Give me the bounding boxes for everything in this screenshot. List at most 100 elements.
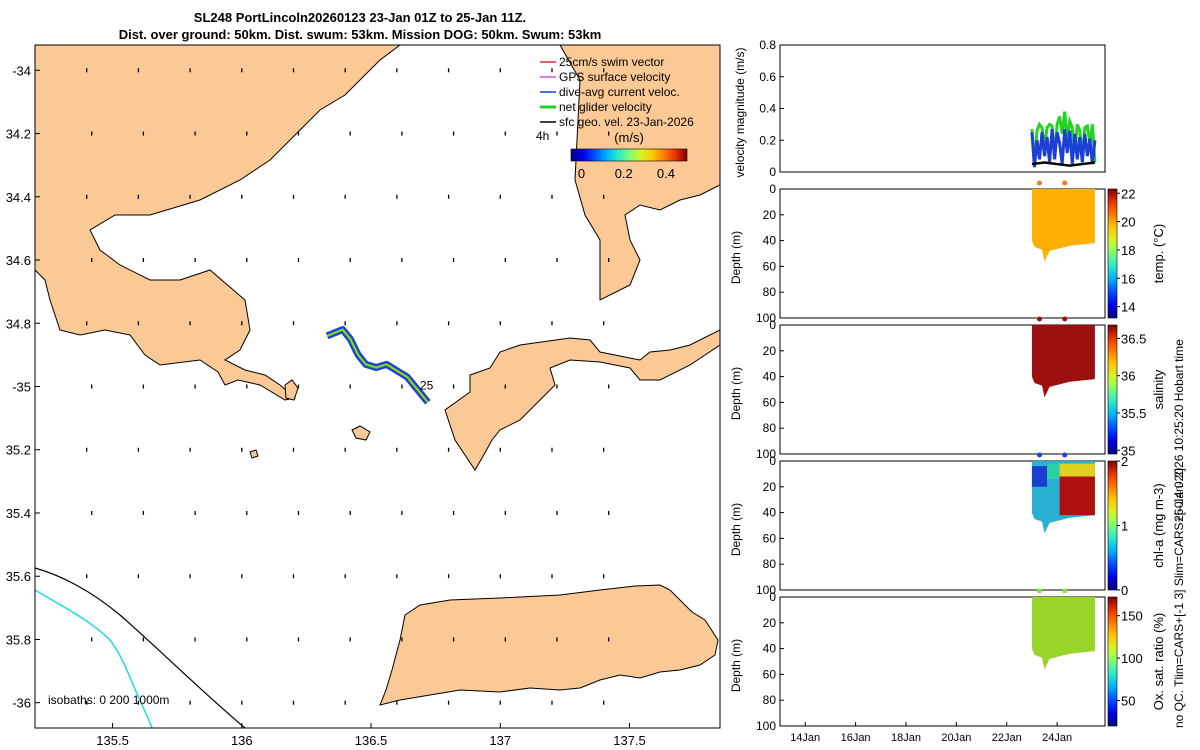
depth-tick-label: 40 <box>763 234 777 248</box>
map-x-tick-label: 136.5 <box>355 733 388 748</box>
profile-colorbar-tick-label: 36.5 <box>1121 331 1146 346</box>
map-x-tick-label: 135.5 <box>96 733 129 748</box>
profile-y-axis-label: Depth (m) <box>729 367 743 420</box>
colorbar-tick-label: 0.4 <box>657 166 675 181</box>
depth-tick-label: 80 <box>763 421 777 435</box>
map-y-tick-label: -35 <box>12 380 31 395</box>
profile-surface-dot <box>1062 588 1068 594</box>
colorbar-tick-label: 0.2 <box>615 166 633 181</box>
profile-colorbar-label: salinity <box>1151 369 1166 409</box>
profile-surface-dot <box>1036 316 1042 322</box>
profile-data-section <box>1031 597 1095 670</box>
depth-tick-label: 100 <box>756 447 776 461</box>
depth-tick-label: 20 <box>763 208 777 222</box>
colorbar-tick-label: 0 <box>578 166 585 181</box>
velocity-y-tick-label: 0.2 <box>759 133 776 147</box>
time-tick-label: 14Jan <box>790 732 820 744</box>
profile-colorbar-tick-label: 36 <box>1121 369 1135 384</box>
profile-colorbar-label: chl-a (mg m-3) <box>1151 483 1166 568</box>
map-y-tick-label: 34.4 <box>6 190 31 205</box>
profile-colorbar <box>1107 188 1118 319</box>
profile-colorbar-tick-label: 0 <box>1121 583 1128 598</box>
velocity-y-axis-label: velocity magnitude (m/s) <box>733 47 747 177</box>
legend-label: 25cm/s swim vector <box>559 55 664 69</box>
depth-tick-label: 100 <box>756 583 776 597</box>
isobath-200m <box>35 567 246 728</box>
profile-surface-dot <box>1036 180 1042 186</box>
time-tick-label: 24Jan <box>1042 732 1072 744</box>
depth-tick-label: 60 <box>763 395 777 409</box>
depth-tick-label: 80 <box>763 693 777 707</box>
profile-data-section <box>1031 325 1095 398</box>
depth-tick-label: 0 <box>769 590 776 604</box>
map-x-tick-label: 137 <box>489 733 511 748</box>
profile-colorbar-tick-label: 16 <box>1121 271 1135 286</box>
profile-y-axis-label: Depth (m) <box>729 503 743 556</box>
chl-low-patch <box>1031 466 1048 487</box>
chart-title-line1: SL248 PortLincoln20260123 23-Jan 01Z to … <box>193 10 527 25</box>
colorbar-title: (m/s) <box>614 130 644 145</box>
depth-tick-label: 80 <box>763 285 777 299</box>
time-tick-label: 22Jan <box>992 732 1022 744</box>
legend-label: dive-avg current veloc. <box>559 85 680 99</box>
velocity-series-line <box>1031 161 1096 167</box>
depth-tick-label: 40 <box>763 642 777 656</box>
profile-y-axis-label: Depth (m) <box>729 639 743 692</box>
chart-title-line2: Dist. over ground: 50km. Dist. swum: 53k… <box>118 27 602 42</box>
profile-surface-dot <box>1062 316 1068 322</box>
depth-tick-label: 100 <box>756 311 776 325</box>
north-coast-land <box>559 45 720 301</box>
depth-tick-label: 0 <box>769 454 776 468</box>
depth-tick-label: 40 <box>763 506 777 520</box>
profile-colorbar-tick-label: 150 <box>1121 609 1143 624</box>
profile-colorbar-tick-label: 1 <box>1121 519 1128 534</box>
chl-mid-patch <box>1047 463 1060 480</box>
velocity-y-tick-label: 0.4 <box>759 102 776 116</box>
legend-label: net glider velocity <box>559 100 652 114</box>
map-y-tick-label: 35.8 <box>6 632 31 647</box>
map-y-tick-label: -36 <box>12 696 31 711</box>
isobaths-label: isobaths: 0 200 1000m <box>48 693 169 707</box>
depth-tick-label: 40 <box>763 370 777 384</box>
map-y-tick-label: -34 <box>12 63 31 78</box>
chl-max-patch <box>1059 476 1095 516</box>
time-tick-label: 18Jan <box>891 732 921 744</box>
depth-tick-label: 20 <box>763 480 777 494</box>
map-y-tick-label: 35.4 <box>6 506 31 521</box>
profile-colorbar-tick-label: 100 <box>1121 651 1143 666</box>
map-y-tick-label: 35.6 <box>6 569 31 584</box>
glider-speed-colored-track <box>326 328 429 403</box>
depth-tick-label: 20 <box>763 616 777 630</box>
map-y-tick-label: 35.2 <box>6 443 31 458</box>
velocity-y-tick-label: 0 <box>769 165 776 179</box>
qc-limits-label: no QC. Tlim=CARS+[-1 3] Slim=CARS+[-0.4 … <box>1172 468 1186 728</box>
map-x-tick-label: 137.5 <box>613 733 646 748</box>
chl-surface-patch <box>1059 463 1095 477</box>
map-y-tick-label: 34.2 <box>6 127 31 142</box>
map-y-tick-label: 34.8 <box>6 316 31 331</box>
track-label: 25 <box>420 379 434 393</box>
depth-tick-label: 60 <box>763 259 777 273</box>
time-tick-label: 20Jan <box>941 732 971 744</box>
velocity-series-line <box>1030 111 1097 165</box>
profile-colorbar <box>1107 324 1118 455</box>
profile-colorbar <box>1107 596 1118 727</box>
profile-colorbar-tick-label: 22 <box>1121 186 1135 201</box>
depth-tick-label: 100 <box>756 719 776 733</box>
profile-surface-dot <box>1062 452 1068 458</box>
profile-surface-dot <box>1036 588 1042 594</box>
velocity-series-line <box>1030 128 1097 168</box>
depth-tick-label: 60 <box>763 667 777 681</box>
profile-colorbar-label: temp. (°C) <box>1151 224 1166 283</box>
profile-colorbar-tick-label: 35 <box>1121 443 1135 458</box>
map-y-tick-label: 34.6 <box>6 253 31 268</box>
profile-surface-dot <box>1036 452 1042 458</box>
island-2 <box>284 379 299 401</box>
profile-colorbar-tick-label: 18 <box>1121 243 1135 258</box>
velocity-y-tick-label: 0.8 <box>759 38 776 52</box>
profile-y-axis-label: Depth (m) <box>729 231 743 284</box>
profile-colorbar-tick-label: 35.5 <box>1121 406 1146 421</box>
time-tick-label: 16Jan <box>841 732 871 744</box>
map-x-tick-label: 136 <box>231 733 253 748</box>
